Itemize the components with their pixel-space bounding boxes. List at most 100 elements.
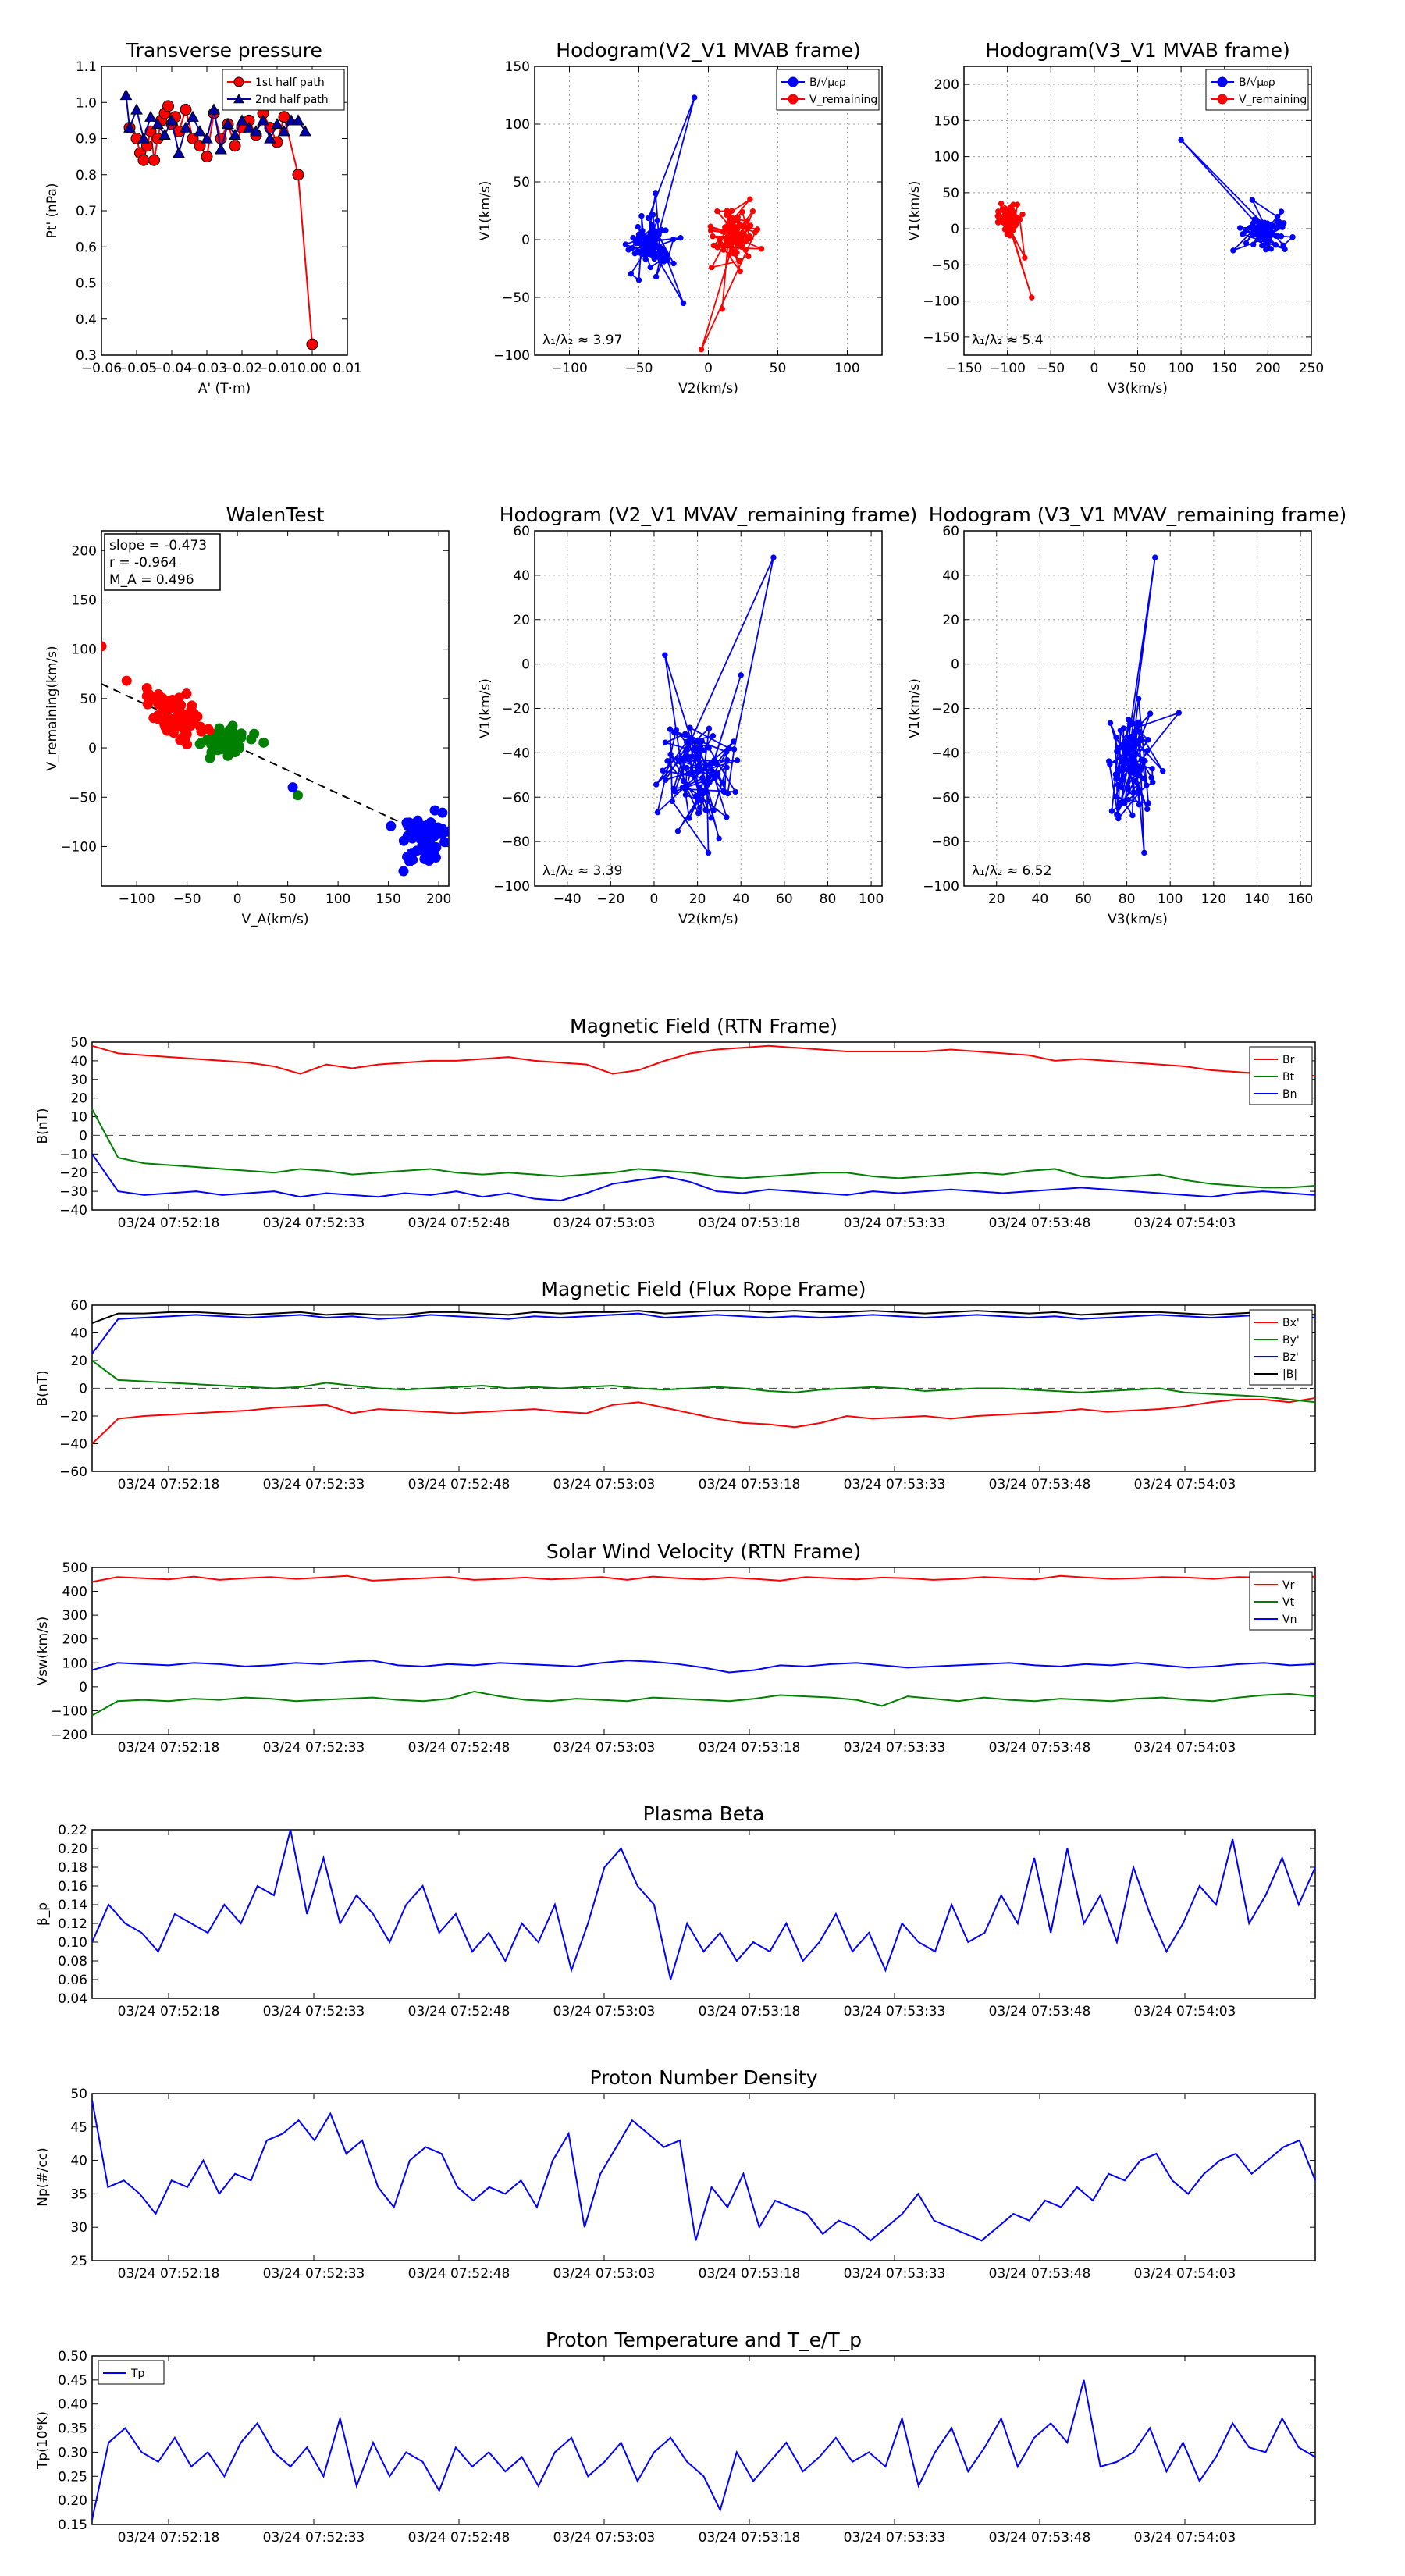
y-tick-label: 0.16 <box>58 1879 87 1895</box>
legend-label: Vn <box>1282 1614 1297 1626</box>
data-point <box>1112 793 1119 800</box>
x-tick-label: 03/24 07:52:33 <box>263 2004 365 2019</box>
x-tick-label: 03/24 07:53:03 <box>553 2266 656 2282</box>
data-point <box>710 233 716 240</box>
x-tick-label: 03/24 07:53:03 <box>553 2004 656 2019</box>
y-tick-label: 20 <box>942 613 959 628</box>
y-axis-label: V1(km/s) <box>478 181 493 241</box>
x-tick-label: 03/24 07:53:48 <box>989 1215 1091 1231</box>
data-point <box>1136 729 1144 735</box>
data-point <box>670 236 677 243</box>
data-point <box>1236 225 1243 231</box>
data-point <box>1279 224 1286 230</box>
y-tick-label: −80 <box>502 834 530 850</box>
y-tick-label: −20 <box>59 1409 87 1425</box>
series-line-|B| <box>91 1310 1316 1325</box>
x-tick-label: 40 <box>1032 891 1049 907</box>
chart-title: Solar Wind Velocity (RTN Frame) <box>546 1540 861 1563</box>
x-tick-label: 0.00 <box>297 361 327 376</box>
series-line-By' <box>91 1360 1316 1404</box>
data-point <box>735 217 741 224</box>
data-point <box>417 845 428 856</box>
plot-frame <box>91 2093 1316 2261</box>
data-point <box>292 114 304 126</box>
chart-title: Transverse pressure <box>126 39 322 62</box>
data-point <box>1108 808 1115 814</box>
data-point <box>1140 775 1147 782</box>
chart-plasma_beta <box>91 1829 1316 1999</box>
x-axis-label: V2(km/s) <box>678 912 738 927</box>
data-point <box>705 849 712 856</box>
y-axis-label: β_p <box>35 1902 51 1926</box>
data-point <box>1263 246 1269 253</box>
data-point <box>1250 231 1257 237</box>
y-tick-label: −40 <box>59 1437 87 1453</box>
y-tick-label: 50 <box>513 175 530 190</box>
data-point <box>645 251 651 257</box>
y-tick-label: 40 <box>513 568 530 584</box>
data-point <box>236 114 248 126</box>
data-point <box>1278 233 1285 240</box>
data-point <box>1029 294 1035 301</box>
y-tick-label: 0 <box>521 657 530 673</box>
x-tick-label: −0.06 <box>81 361 122 376</box>
data-point <box>654 217 660 224</box>
data-point <box>638 212 645 219</box>
data-point <box>788 94 799 105</box>
data-point <box>642 233 648 240</box>
data-point <box>1138 737 1144 743</box>
data-point <box>724 208 731 214</box>
y-tick-label: −100 <box>493 879 530 895</box>
x-tick-label: 03/24 07:53:03 <box>553 1740 656 1756</box>
data-point <box>429 805 440 816</box>
series-line-Bx' <box>91 1397 1316 1445</box>
data-point <box>194 125 206 137</box>
data-point <box>1147 710 1154 717</box>
data-point <box>679 785 686 791</box>
x-tick-label: 03/24 07:54:03 <box>1134 2004 1236 2019</box>
y-tick-label: 20 <box>70 1354 87 1369</box>
data-point <box>1250 241 1257 247</box>
legend-label: |B| <box>1282 1368 1297 1381</box>
x-tick-label: 100 <box>1168 361 1193 376</box>
data-point <box>1275 219 1282 225</box>
y-tick-label: 400 <box>62 1585 87 1600</box>
x-tick-label: 03/24 07:52:33 <box>263 2530 365 2546</box>
data-point <box>747 196 753 202</box>
x-tick-label: −100 <box>551 361 588 376</box>
data-point <box>716 835 722 841</box>
data-point <box>662 652 668 658</box>
data-point <box>671 729 678 735</box>
x-tick-label: 03/24 07:54:03 <box>1134 2530 1236 2546</box>
data-point <box>651 239 657 245</box>
data-point <box>731 738 737 745</box>
x-tick-label: 03/24 07:53:18 <box>699 1740 801 1756</box>
data-point <box>686 815 692 821</box>
data-point <box>739 208 745 215</box>
x-tick-label: 150 <box>1212 361 1237 376</box>
series-line-Bn <box>91 1153 1316 1202</box>
data-point <box>430 852 441 863</box>
legend-label: Bt <box>1282 1071 1295 1083</box>
data-point <box>1016 215 1023 222</box>
data-point <box>656 231 662 238</box>
data-point <box>998 201 1005 207</box>
x-tick-label: 03/24 07:54:03 <box>1134 2266 1236 2282</box>
chart-proton_density <box>91 2093 1316 2261</box>
y-tick-label: −100 <box>493 348 530 364</box>
y-tick-label: 40 <box>70 1326 87 1342</box>
y-tick-label: 45 <box>70 2120 87 2136</box>
y-tick-label: −40 <box>931 745 959 761</box>
data-point <box>1125 717 1132 723</box>
x-tick-label: −50 <box>1037 361 1065 376</box>
plot-frame <box>91 2355 1316 2525</box>
x-tick-label: 0 <box>704 361 713 376</box>
x-axis-label: V3(km/s) <box>1108 381 1168 397</box>
x-tick-label: 03/24 07:53:03 <box>553 2530 656 2546</box>
data-point <box>148 154 160 166</box>
data-point <box>678 235 684 241</box>
y-axis-label: V1(km/s) <box>907 678 923 738</box>
data-point <box>724 764 730 770</box>
data-point <box>182 739 193 750</box>
chart-hodo_v2v1_mvav <box>534 530 883 887</box>
